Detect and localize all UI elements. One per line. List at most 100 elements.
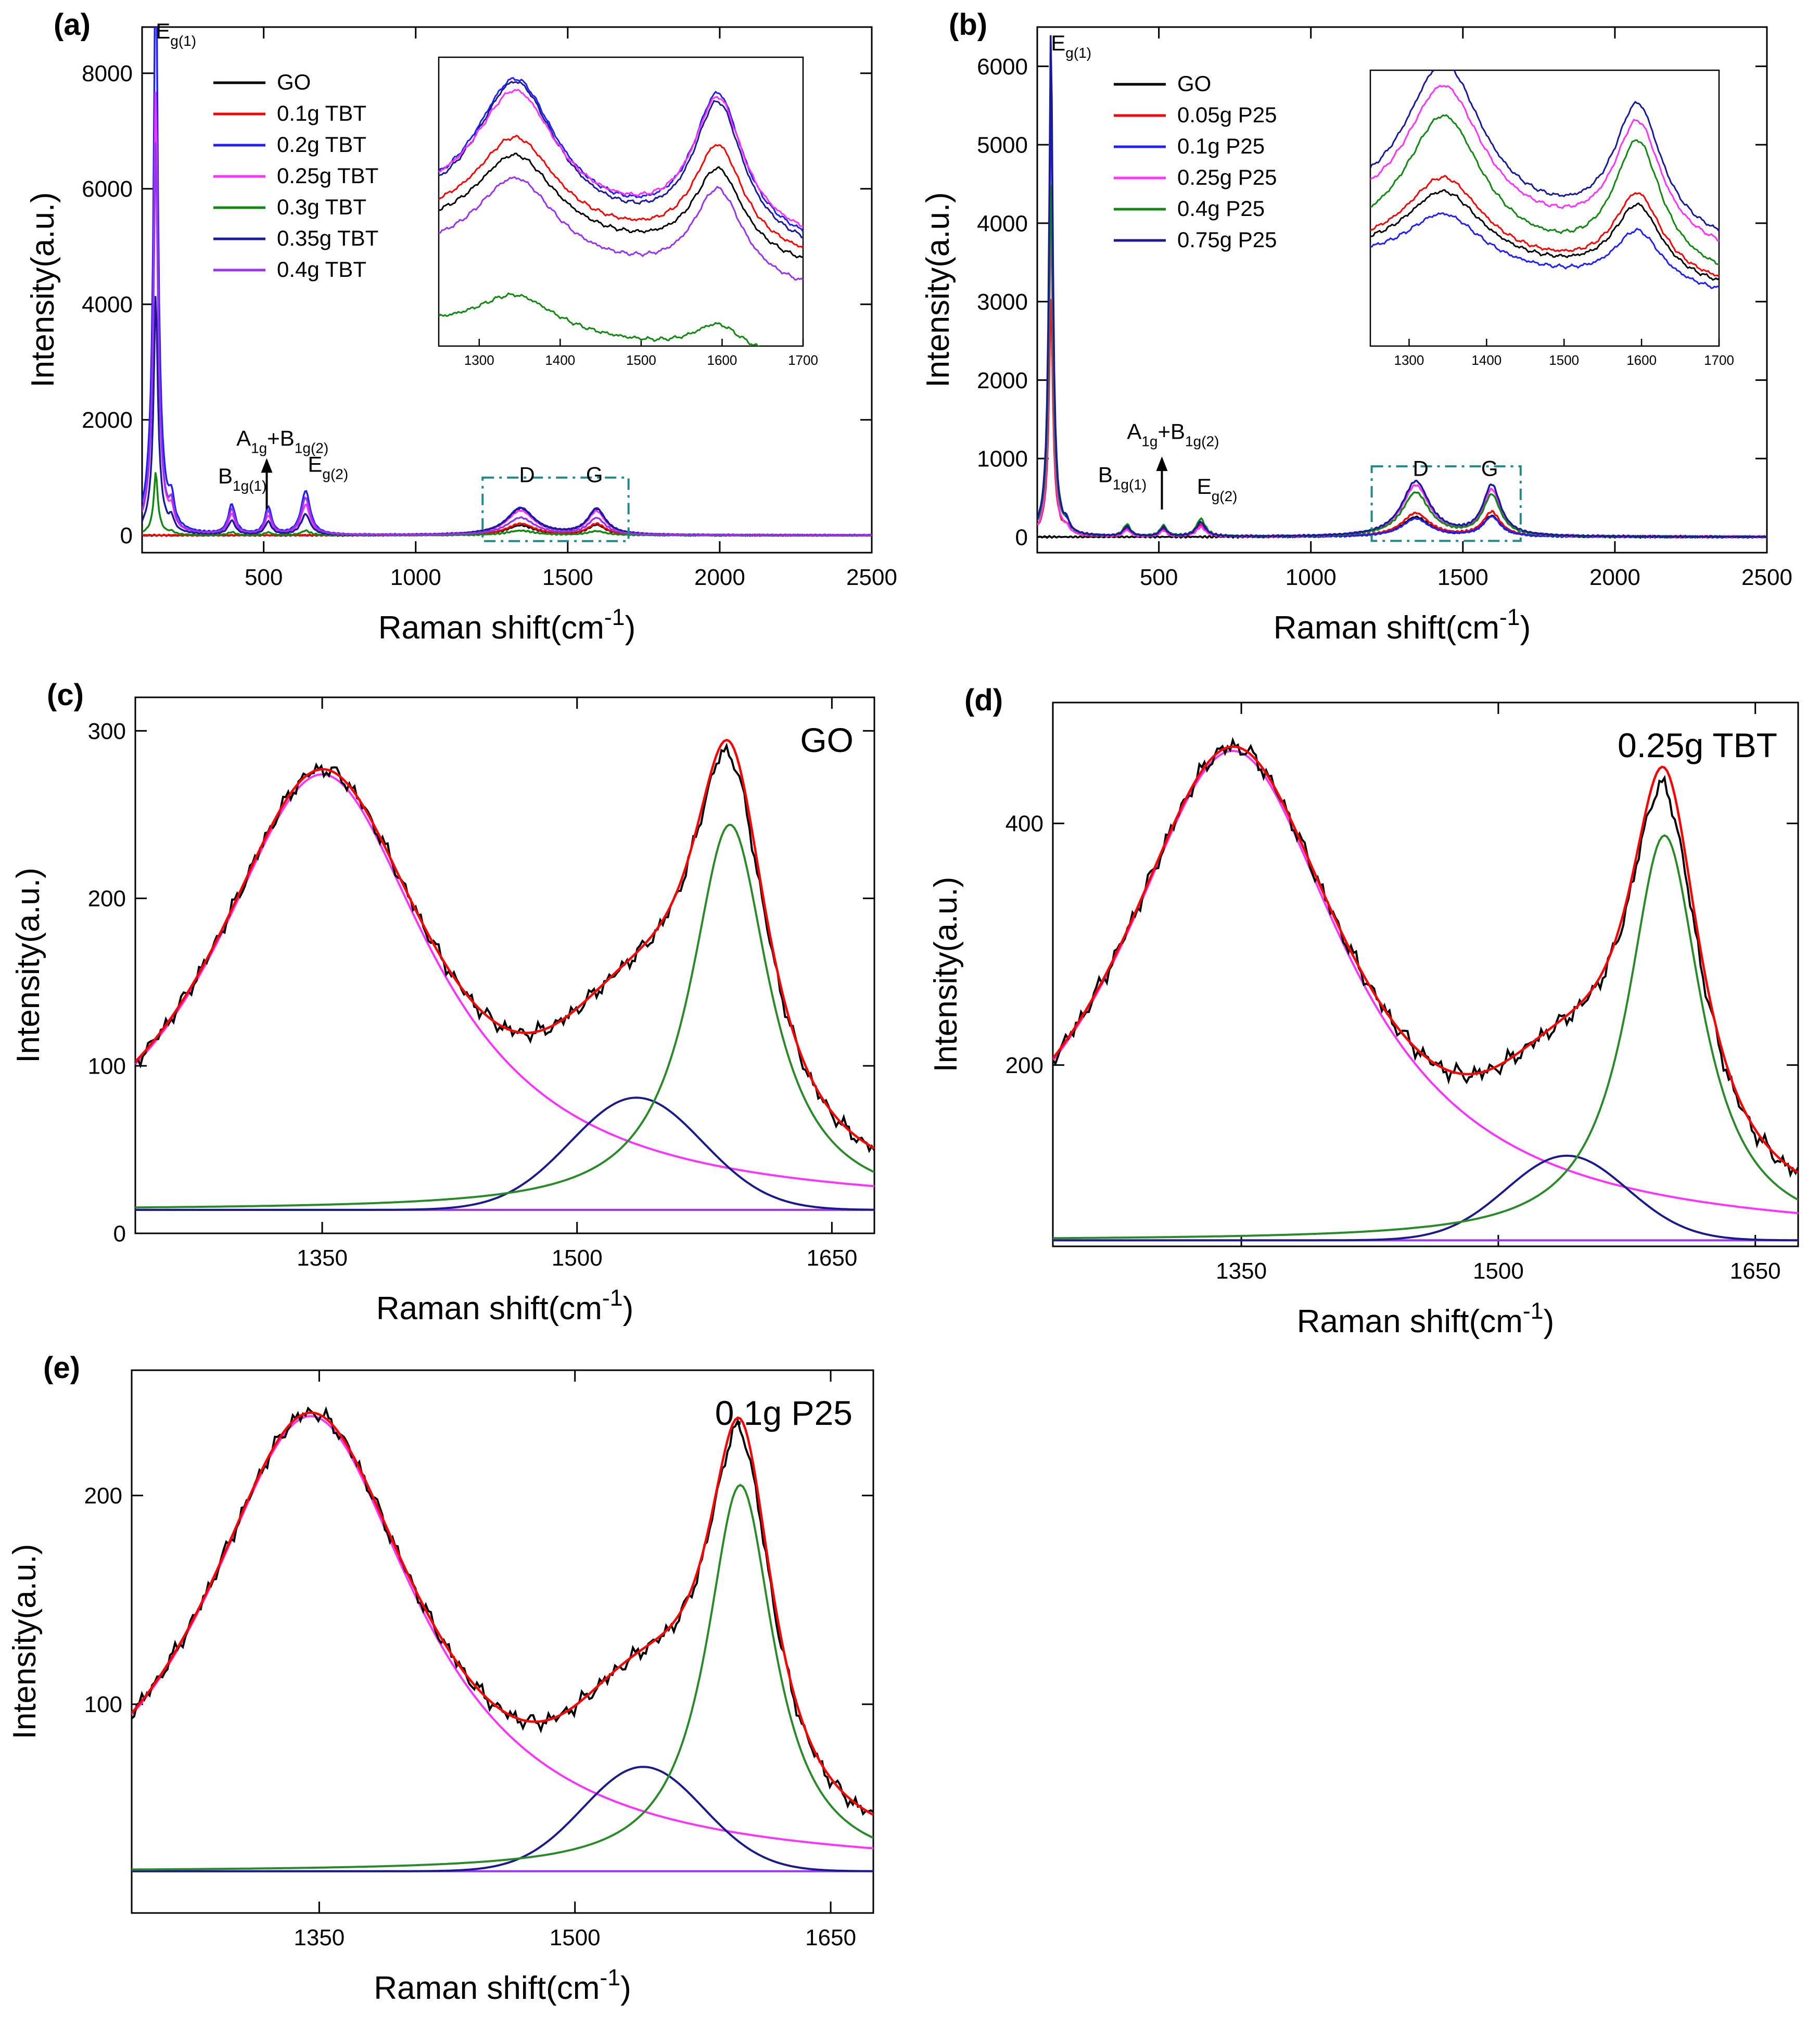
peak-label-base: D <box>519 463 534 487</box>
x-axis-label-main: Raman shift(cm <box>1297 1304 1523 1340</box>
y-tick-label: 1000 <box>977 447 1028 472</box>
x-tick-label: 1000 <box>390 565 441 590</box>
legend-label: 0.35g TBT <box>277 226 378 250</box>
peak-label-sub: 1g(1) <box>233 478 266 494</box>
inset-plot: 1300 1400 1500 1600 1700 <box>438 56 818 368</box>
panel-letter: (c) <box>47 678 84 712</box>
y-axis-label: Intensity(a.u.) <box>25 192 61 388</box>
legend-label: 0.1g TBT <box>277 101 366 125</box>
x-tick-label: 1350 <box>297 1245 348 1271</box>
x-axis-label-close: ) <box>620 1970 631 2006</box>
arrow-head <box>261 458 273 473</box>
plot-frame <box>134 696 875 1234</box>
sample-label: GO <box>800 721 854 759</box>
inset-series-line <box>1370 189 1719 281</box>
y-tick-label: 200 <box>88 886 126 912</box>
peak-label-base: E <box>308 452 322 477</box>
x-tick-label: 1000 <box>1286 565 1337 590</box>
peak-label-base: B <box>218 464 233 488</box>
inset-series-group <box>1370 70 1719 289</box>
inset-series-line <box>1370 114 1719 265</box>
sample-label: 0.1g P25 <box>715 1394 852 1432</box>
y-axis-label: Intensity(a.u.) <box>928 877 964 1073</box>
inset-frame <box>1369 69 1720 347</box>
y-axis-label: Intensity(a.u.) <box>10 868 46 1063</box>
inset-x-tick-label: 1400 <box>1471 352 1501 368</box>
x-tick-label: 1350 <box>294 1925 345 1950</box>
peak-label-base: E <box>1051 31 1065 55</box>
peak-label: A1g+B1g(2) <box>236 426 328 456</box>
inset-x-tick-label: 1400 <box>545 352 575 368</box>
inset-series-line <box>439 292 760 346</box>
x-tick-label: 1650 <box>1730 1258 1781 1284</box>
x-axis-label: Raman shift(cm-1) <box>378 605 635 646</box>
inset-series-line <box>1370 212 1719 289</box>
x-tick-label: 1650 <box>806 1245 857 1271</box>
d3-band-fit <box>132 1766 873 1872</box>
peak-label: G <box>1481 456 1498 480</box>
x-tick-label: 1350 <box>1216 1258 1267 1284</box>
legend-label: 0.1g P25 <box>1177 134 1265 158</box>
g-band-fit <box>135 823 874 1209</box>
y-tick-label: 4000 <box>82 292 133 317</box>
x-tick-label: 500 <box>1140 565 1178 590</box>
panel-e: 1350 1500 1650 100 200 Raman shift(cm-1) Inten… <box>7 1351 874 2006</box>
inset-series-line <box>1370 84 1719 241</box>
y-tick-label: 2000 <box>82 407 133 433</box>
x-tick-label: 1500 <box>550 1925 601 1950</box>
peak-label-extra: +B <box>1158 419 1186 443</box>
y-axis-label: Intensity(a.u.) <box>7 1544 43 1740</box>
peak-label-base: E <box>156 19 170 43</box>
x-axis-label-main: Raman shift(cm <box>1274 610 1499 646</box>
inset-series-line <box>439 88 803 227</box>
y-axis-label: Intensity(a.u.) <box>920 192 956 388</box>
x-tick-label: 1650 <box>805 1925 856 1950</box>
inset-series-line <box>1370 70 1719 232</box>
fit-curves <box>135 738 874 1211</box>
y-tick-label: 8000 <box>82 61 133 86</box>
peak-label-sub2: 1g(2) <box>295 440 328 456</box>
x-tick-label: 2000 <box>694 565 745 590</box>
x-axis-label-close: ) <box>1520 610 1531 646</box>
inset-x-tick-label: 1500 <box>626 352 656 368</box>
legend-label: GO <box>1177 71 1211 96</box>
x-axis-label-main: Raman shift(cm <box>376 1291 602 1327</box>
d3-band-fit <box>1053 1154 1798 1242</box>
inset-series-line <box>439 81 803 238</box>
peak-label-sub: g(2) <box>1212 488 1238 504</box>
peak-label-extra: +B <box>267 426 295 451</box>
inset-series-group <box>439 77 803 346</box>
legend-label: 0.25g P25 <box>1177 165 1277 189</box>
panel-letter: (e) <box>43 1351 80 1385</box>
peak-label: Eg(2) <box>308 452 348 482</box>
x-tick-label: 1500 <box>552 1245 603 1271</box>
peak-label: G <box>586 463 603 487</box>
series-line-0-75g-p25 <box>1037 35 1767 539</box>
inset-x-tick-label: 1700 <box>788 352 818 368</box>
y-tick-label: 100 <box>88 1054 126 1079</box>
peak-label-sub: g(1) <box>170 33 196 49</box>
legend-label: 0.75g P25 <box>1177 227 1277 252</box>
y-tick-label: 200 <box>84 1483 122 1509</box>
x-tick-label: 2500 <box>846 565 897 590</box>
x-axis-label-close: ) <box>1544 1304 1555 1340</box>
x-axis-label-close: ) <box>625 610 636 646</box>
panel-letter: (d) <box>964 683 1003 717</box>
x-axis-label-sup: -1 <box>602 1285 623 1311</box>
arrow-head <box>1156 456 1168 471</box>
legend-label: 0.25g TBT <box>277 163 378 188</box>
y-tick-label: 300 <box>88 719 126 744</box>
g-band-fit <box>1053 834 1798 1240</box>
x-axis-label: Raman shift(cm-1) <box>1297 1298 1554 1340</box>
measured-spectrum <box>135 742 874 1153</box>
peak-label: D <box>1412 456 1428 480</box>
plot-frame <box>1036 26 1768 554</box>
peak-label-base: B <box>1098 462 1113 487</box>
legend-label: GO <box>277 70 311 94</box>
x-tick-label: 1500 <box>1473 1258 1524 1284</box>
inset-x-tick-label: 1300 <box>464 352 494 368</box>
x-axis-label: Raman shift(cm-1) <box>374 1965 631 2006</box>
cumulative-fit <box>1053 745 1798 1174</box>
x-axis-label-sup: -1 <box>604 605 625 630</box>
peak-label: B1g(1) <box>218 464 266 494</box>
